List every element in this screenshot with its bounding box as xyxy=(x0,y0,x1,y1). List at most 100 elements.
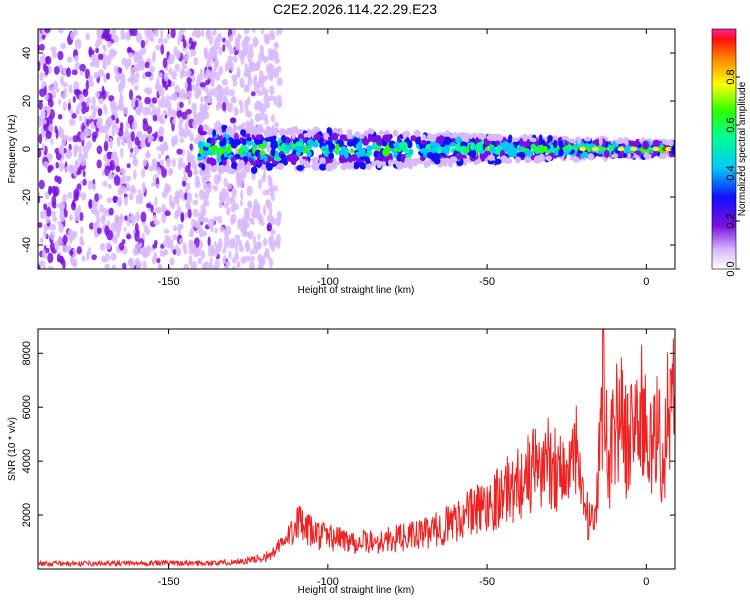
heatmap-cell xyxy=(581,151,589,158)
heatmap-cell xyxy=(158,135,164,143)
heatmap-cell xyxy=(44,191,50,200)
heatmap-cell xyxy=(181,64,188,70)
heatmap-cell xyxy=(231,265,237,269)
heatmap-cell xyxy=(146,149,150,160)
heatmap-cell xyxy=(131,77,135,86)
heatmap-cell xyxy=(149,102,155,108)
heatmap-cell xyxy=(160,29,164,39)
heatmap-cell xyxy=(462,159,468,166)
heatmap-cell xyxy=(266,201,272,210)
heatmap-cell xyxy=(331,132,339,141)
heatmap-cell xyxy=(296,164,304,171)
heatmap-cell xyxy=(250,91,256,97)
heatmap-cell xyxy=(268,144,272,154)
heatmap-cell xyxy=(101,85,105,96)
heatmap-cell xyxy=(62,245,68,253)
heatmap-cell xyxy=(43,161,49,168)
heatmap-cell xyxy=(73,144,80,153)
heatmap-cell xyxy=(475,141,483,151)
heatmap-cell xyxy=(212,87,219,98)
heatmap-cell xyxy=(230,97,237,103)
heatmap-cell xyxy=(203,261,210,269)
heatmap-cell xyxy=(103,73,107,83)
heatmap-cell xyxy=(127,139,133,150)
heatmap-cell xyxy=(46,104,51,116)
heatmap-cell xyxy=(60,214,65,223)
heatmap-cell xyxy=(152,29,159,37)
heatmap-cell xyxy=(377,153,382,160)
heatmap-cell xyxy=(134,231,140,242)
heatmap-cell xyxy=(303,160,310,167)
heatmap-cell xyxy=(106,90,110,99)
heatmap-cell xyxy=(122,262,127,269)
heatmap-cell xyxy=(102,180,108,188)
heatmap-cell xyxy=(264,117,269,126)
heatmap-cell xyxy=(154,131,158,139)
heatmap-cell xyxy=(73,167,77,177)
heatmap-cell xyxy=(101,169,105,177)
heatmap-cell xyxy=(257,241,262,249)
heatmap-cell xyxy=(215,94,223,102)
heatmap-cell xyxy=(67,136,74,142)
heatmap-cell xyxy=(199,227,204,238)
heatmap-cell xyxy=(263,130,272,138)
heatmap-cell xyxy=(583,136,592,142)
heatmap-cell xyxy=(170,80,176,87)
heatmap-cell xyxy=(471,149,477,159)
heatmap-cell xyxy=(568,139,576,144)
heatmap-cell xyxy=(209,88,214,97)
heatmap-cell xyxy=(38,133,43,145)
heatmap-cell xyxy=(526,138,531,148)
heatmap-cell xyxy=(228,89,235,97)
heatmap-cell xyxy=(137,189,142,195)
heatmap-cell xyxy=(269,85,275,96)
heatmap-cell xyxy=(222,248,227,254)
heatmap-cell xyxy=(252,79,257,86)
heatmap-cell xyxy=(477,132,483,140)
heatmap-cell xyxy=(240,129,247,136)
heatmap-cell xyxy=(52,80,59,89)
heatmap-cell xyxy=(132,158,139,167)
heatmap-cell xyxy=(118,103,125,112)
heatmap-cell xyxy=(538,134,543,142)
heatmap-cell xyxy=(270,148,276,157)
heatmap-cell xyxy=(164,37,168,45)
heatmap-cell xyxy=(81,100,86,109)
heatmap-cell xyxy=(223,151,228,158)
heatmap-cell xyxy=(156,166,162,176)
heatmap-cell xyxy=(250,166,258,174)
heatmap-cell xyxy=(127,57,132,67)
heatmap-cell xyxy=(88,49,95,55)
heatmap-cell xyxy=(231,257,237,264)
heatmap-cell xyxy=(74,212,81,222)
heatmap-cell xyxy=(135,211,141,222)
heatmap-cell xyxy=(230,117,236,123)
heatmap-cell xyxy=(66,67,71,78)
heatmap-cell xyxy=(517,151,526,158)
heatmap-cell xyxy=(58,223,64,234)
colorbar: 0.0 0.2 0.4 0.6 0.8 Normalized spectral ampl… xyxy=(711,28,748,277)
heatmap-cell xyxy=(212,129,217,138)
heatmap-cell xyxy=(57,202,64,209)
heatmap-cell xyxy=(102,125,109,134)
heatmap-cell xyxy=(507,142,514,149)
heatmap-cell xyxy=(45,216,50,224)
heatmap-cell xyxy=(178,157,184,163)
heatmap-cell xyxy=(94,193,100,202)
heatmap-cell xyxy=(228,251,232,260)
heatmap-cell xyxy=(226,197,230,207)
heatmap-cell xyxy=(174,211,179,220)
heatmap-cell xyxy=(128,257,135,267)
heatmap-cell xyxy=(218,46,223,56)
heatmap-cell xyxy=(262,205,267,217)
heatmap-cell xyxy=(130,130,135,142)
heatmap-cell xyxy=(134,136,140,146)
heatmap-cell xyxy=(60,42,66,50)
heatmap-cell xyxy=(169,257,175,266)
heatmap-cell xyxy=(172,249,177,255)
heatmap-cell xyxy=(66,56,73,63)
heatmap-cell xyxy=(194,175,199,182)
heatmap-cell xyxy=(420,148,428,154)
heatmap-cell xyxy=(119,213,124,224)
